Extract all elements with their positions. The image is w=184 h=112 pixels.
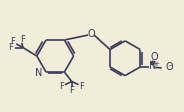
Text: F: F <box>79 82 84 91</box>
Text: F: F <box>59 82 64 91</box>
Text: N: N <box>35 68 42 78</box>
Text: O: O <box>166 62 173 72</box>
Text: F: F <box>20 35 24 44</box>
Text: F: F <box>10 37 15 46</box>
Text: F: F <box>9 43 13 52</box>
Text: +: + <box>153 61 159 67</box>
Text: N: N <box>149 61 156 71</box>
Text: F: F <box>69 86 74 95</box>
Text: -: - <box>168 61 171 70</box>
Text: O: O <box>151 52 158 62</box>
Text: O: O <box>87 29 95 39</box>
